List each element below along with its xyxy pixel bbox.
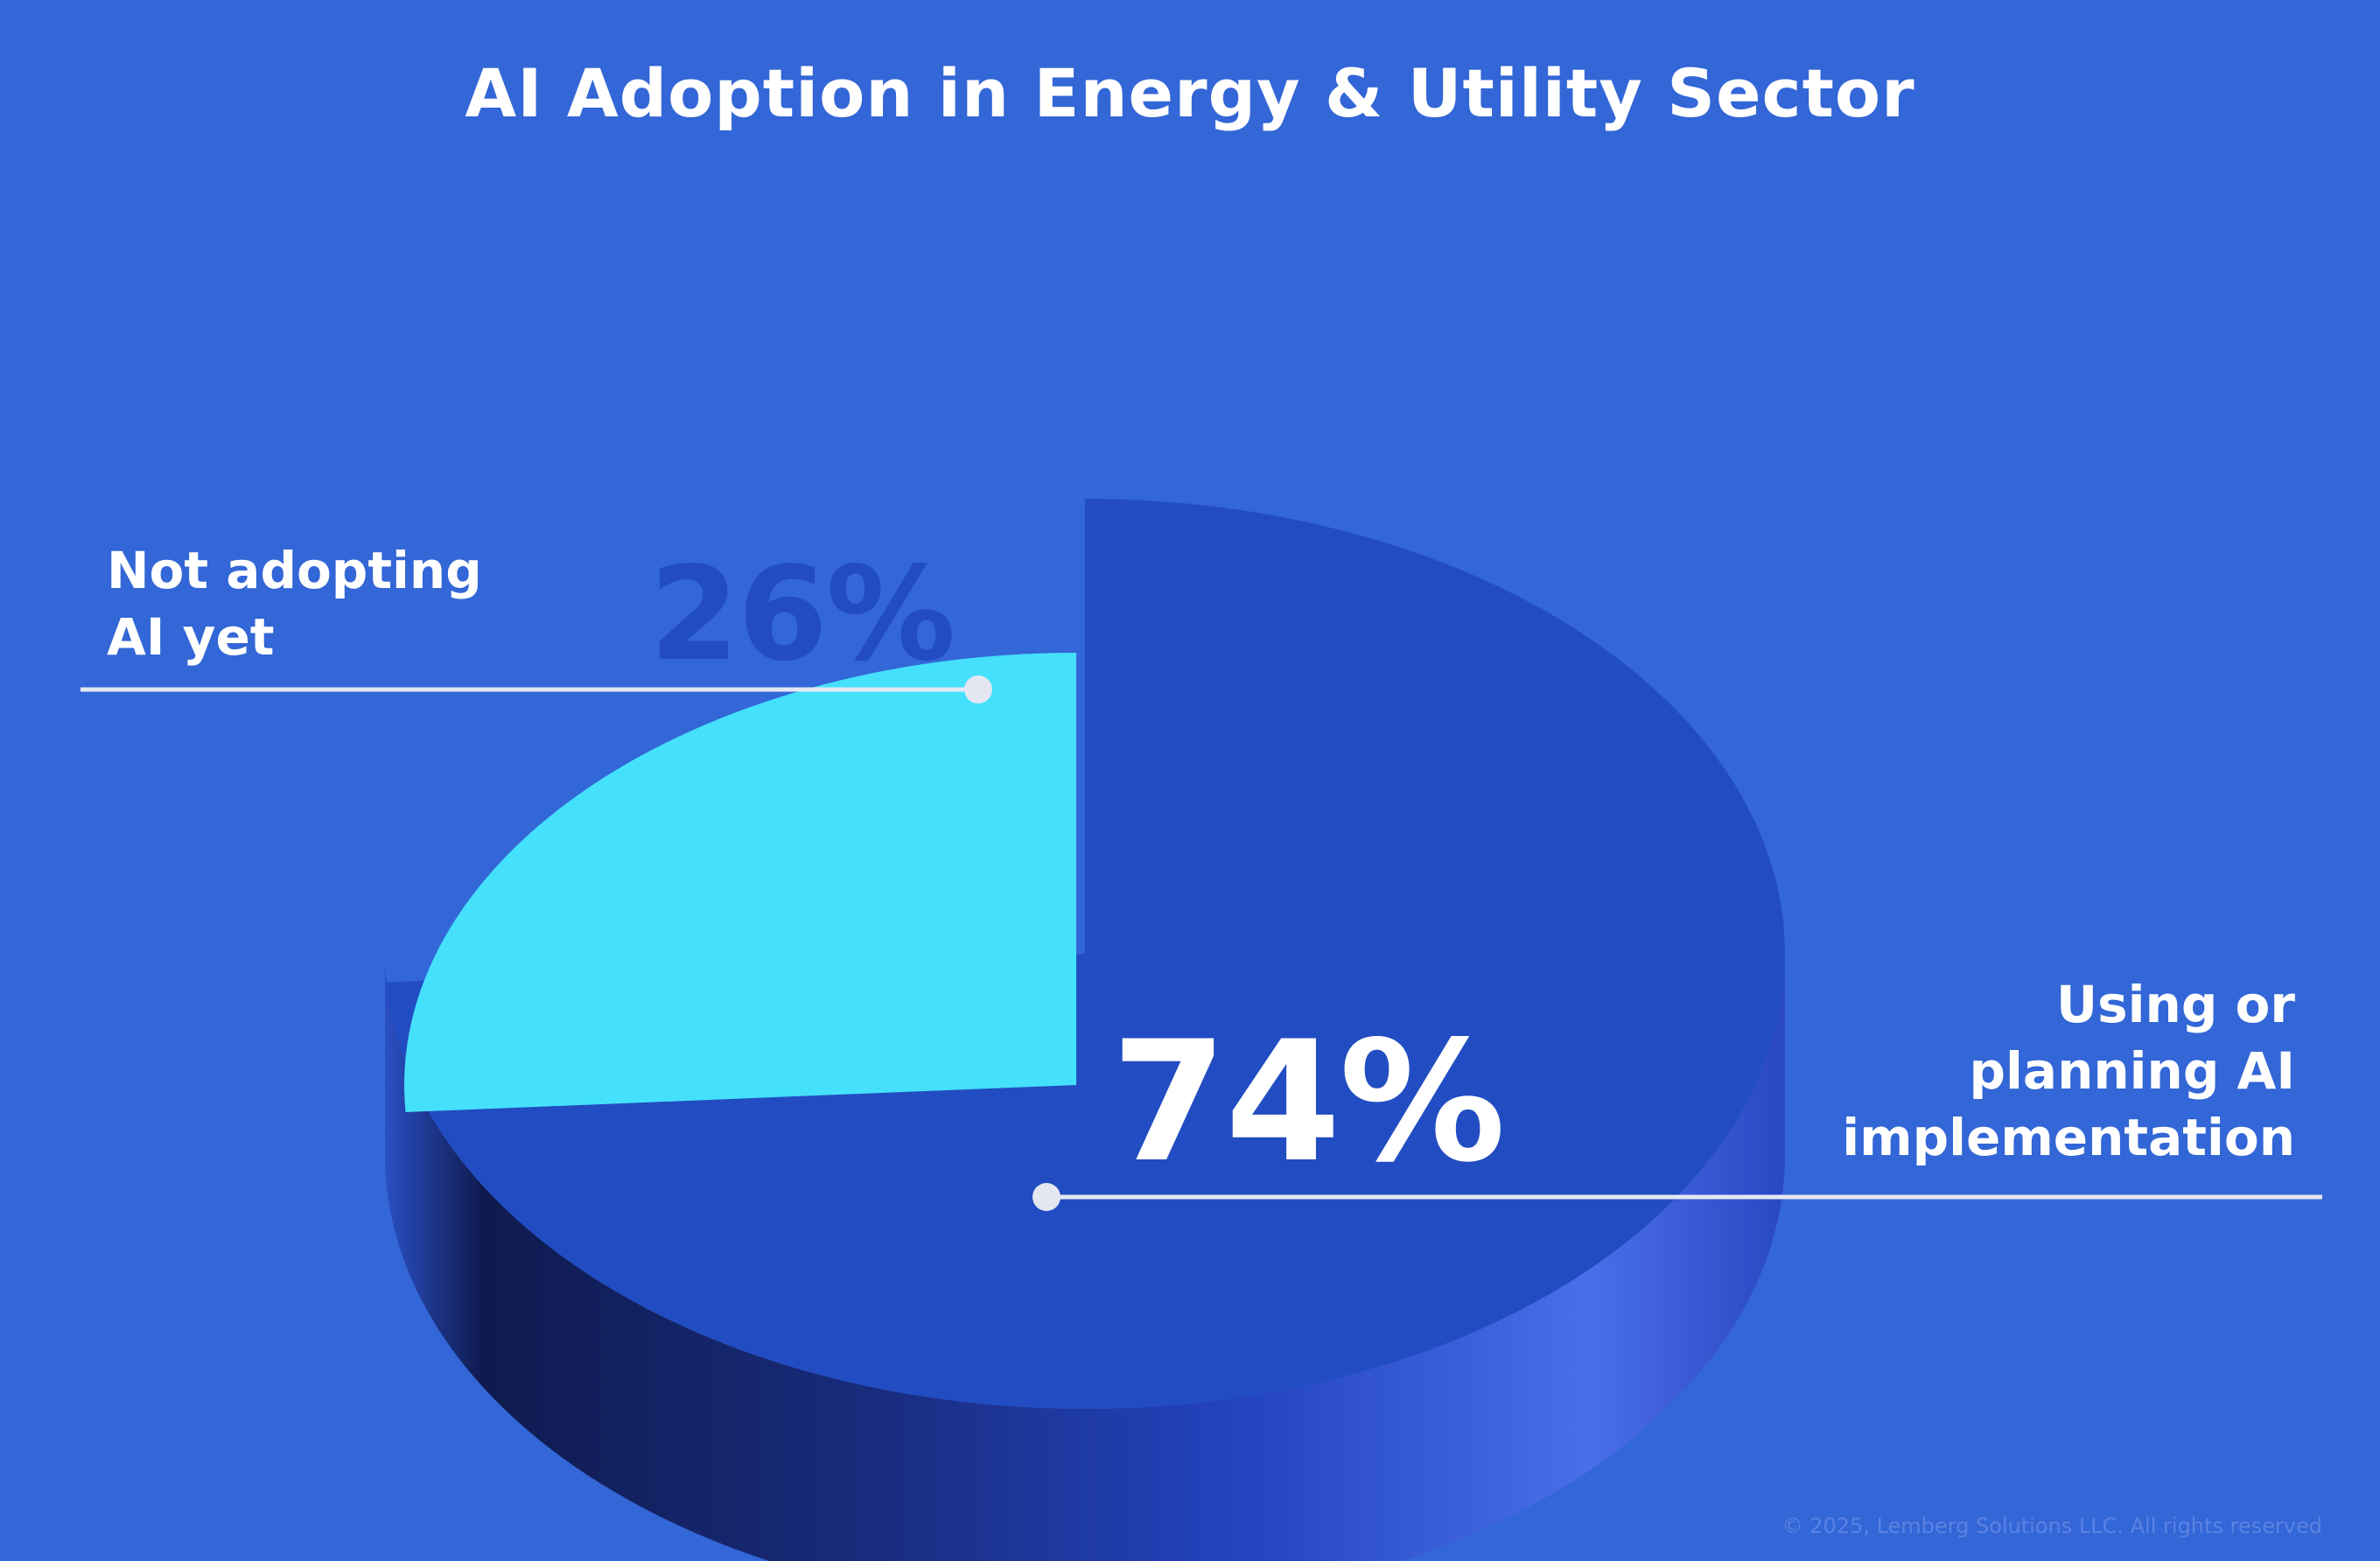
slice-value-not-adopting: 26% bbox=[649, 539, 956, 690]
chart-title: AI Adoption in Energy & Utility Sector bbox=[465, 54, 1915, 132]
pie-slice-not-adopting bbox=[403, 653, 1076, 1113]
leader-dot-not-adopting bbox=[964, 676, 992, 704]
leader-dot-using-ai bbox=[1032, 1183, 1060, 1211]
slice-label-not-adopting: Not adopting AI yet bbox=[107, 541, 482, 667]
pie-side-wall bbox=[385, 954, 1785, 1561]
slice-label-using-ai: Using or planning AI implementation bbox=[1842, 975, 2295, 1167]
copyright-notice: © 2025, Lemberg Solutions LLC. All right… bbox=[1782, 1514, 2322, 1538]
leader-lines bbox=[80, 676, 2322, 1211]
slice-value-using-ai: 74% bbox=[1111, 1005, 1506, 1199]
pie-slice-using-ai bbox=[386, 499, 1786, 1410]
